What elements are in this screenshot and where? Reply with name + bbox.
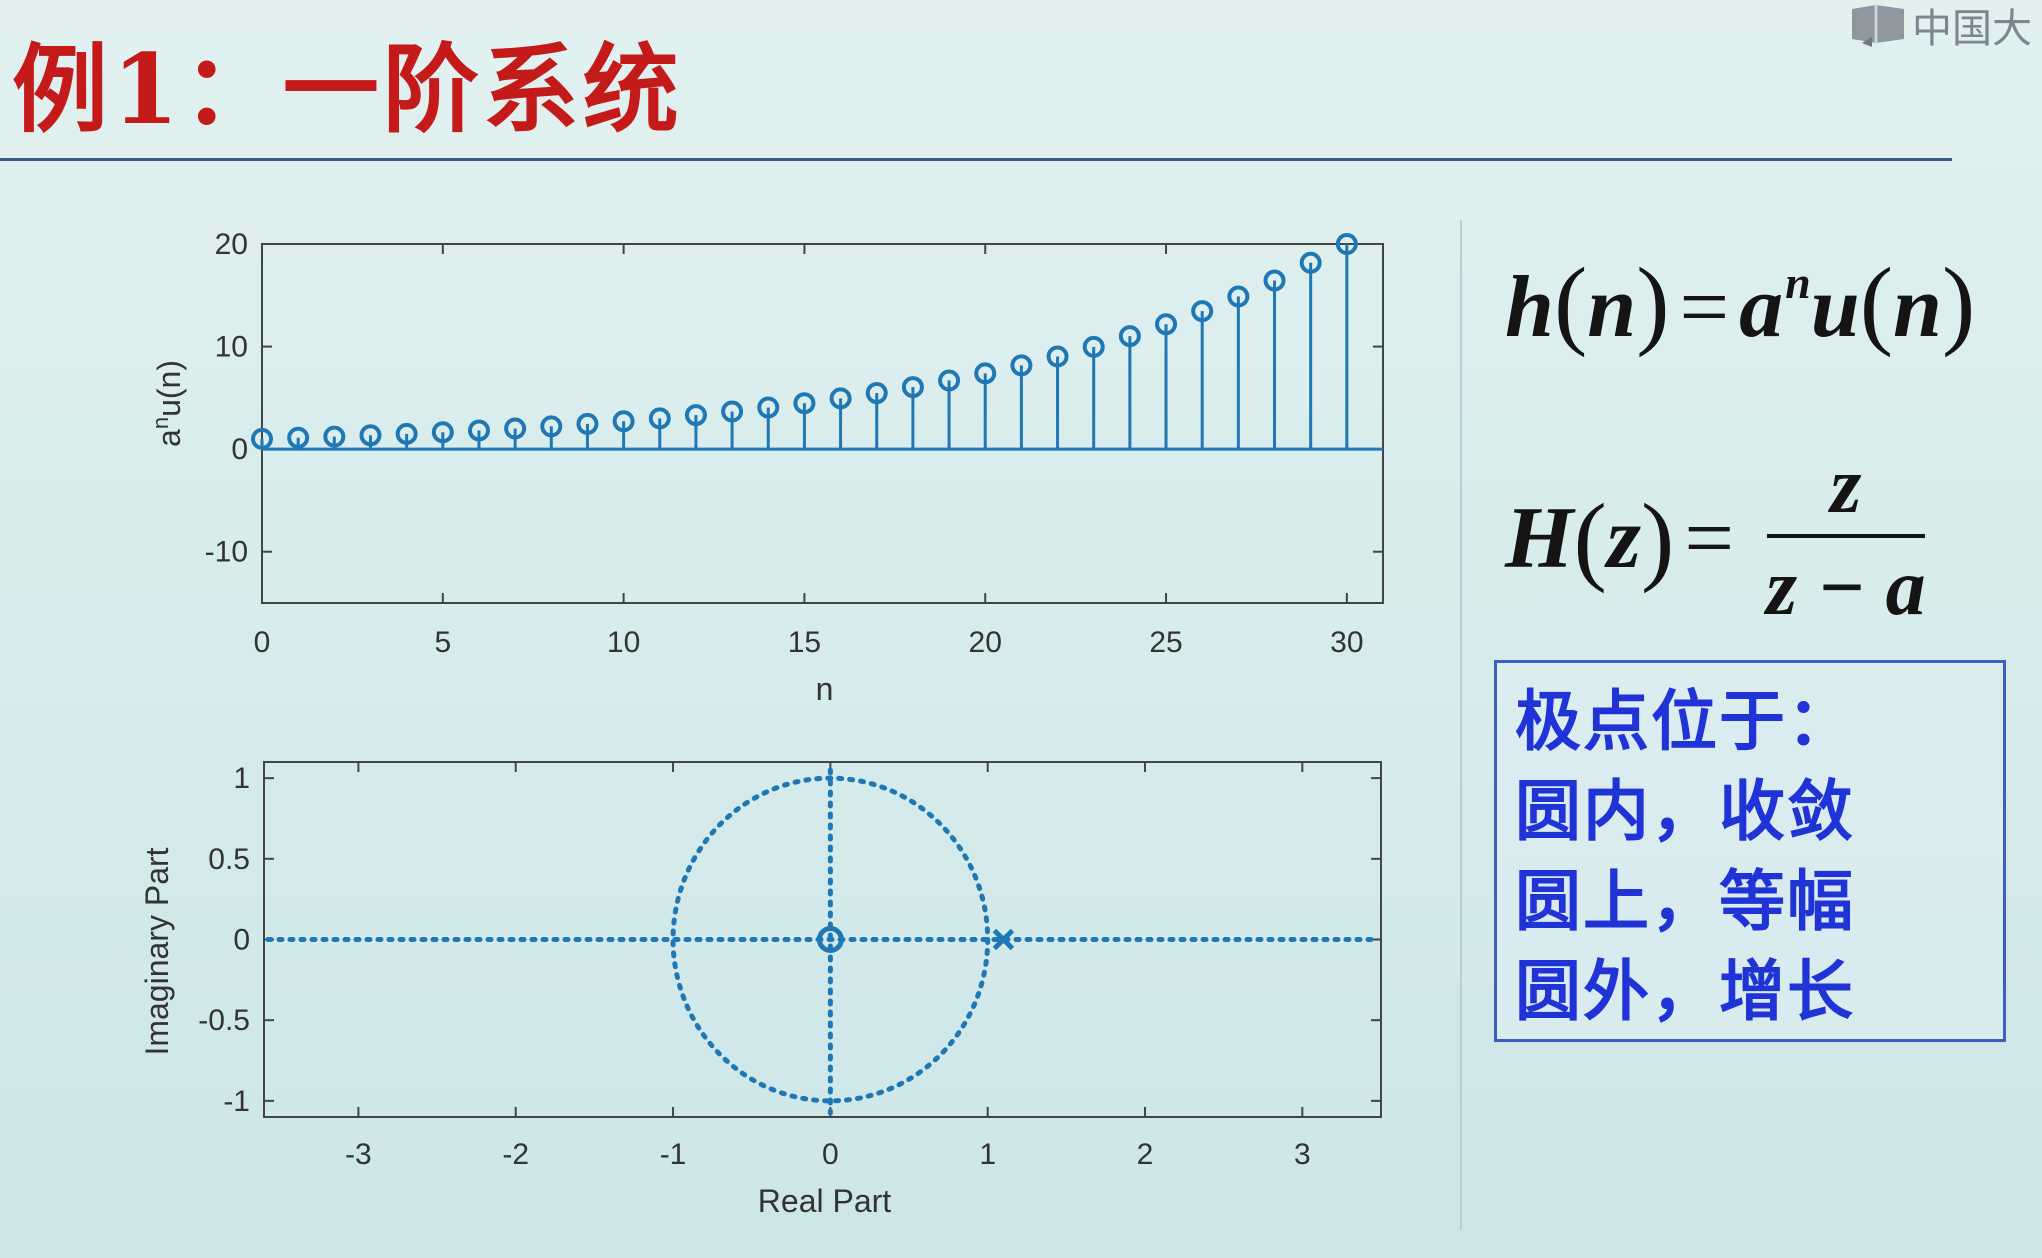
formula-h-u: u (1810, 259, 1860, 356)
pz-pole-marker (992, 928, 1015, 951)
column-divider (1460, 220, 1462, 1230)
stem-marker (1263, 269, 1286, 292)
stem-xtick-label: 15 (788, 626, 821, 659)
box-line-2: 圆内，收敛 (1515, 773, 1855, 850)
pz-ytick-label: 1 (233, 762, 250, 795)
stem-marker (431, 421, 454, 444)
stem-marker (684, 404, 707, 427)
fraction-numerator: z (1830, 442, 1862, 530)
stem-marker (865, 382, 888, 405)
box-line-4: 圆外，增长 (1515, 953, 1855, 1030)
stem-plot-frame (261, 243, 1384, 604)
stem-xtick-label: 20 (969, 626, 1002, 659)
stem-ylabel-rest: u(n) (151, 360, 187, 417)
stem-xlabel: n (816, 671, 834, 707)
pz-xtick-label: 3 (1294, 1138, 1311, 1171)
fraction: z z − a (1766, 440, 1926, 636)
stem-xtick-label: 5 (434, 626, 451, 659)
formula-h-a: a (1739, 259, 1784, 356)
stem-marker (612, 410, 635, 433)
pz-pole-stroke (992, 928, 1015, 951)
impulse-response-formula: h(n) = anu(n) (1505, 247, 1976, 358)
pz-xtick-label: -1 (660, 1138, 687, 1171)
watermark-logo: 中国大 (1848, 0, 2042, 52)
title-divider (0, 158, 1952, 161)
box-line-1: 极点位于： (1515, 683, 1855, 760)
stem-marker (1299, 251, 1322, 274)
slide-title: 例1：一阶系统 (12, 33, 683, 146)
formula-h-lhs: h (1505, 259, 1554, 356)
stem-ylabel: anu(n) (148, 360, 187, 447)
stem-marker (323, 425, 346, 448)
stem-marker (504, 417, 527, 440)
stem-ylabel-sup: n (148, 417, 173, 429)
stem-ytick-label: -10 (205, 536, 248, 569)
formula-h-arg2: n (1893, 259, 1942, 356)
fraction-denominator: z − a (1765, 544, 1926, 632)
pz-zero-marker (816, 926, 844, 953)
stem-marker (1082, 335, 1105, 358)
logo-book-icon (1852, 5, 1904, 47)
pz-unit-circle (670, 775, 991, 1104)
stem-marker (395, 422, 418, 445)
stem-marker (1227, 285, 1250, 308)
stem-ytick-label: 10 (215, 331, 248, 364)
stem-marker (974, 362, 997, 385)
formula-h-arg: n (1587, 259, 1637, 356)
stem-marker (1155, 313, 1178, 336)
stem-xtick-label: 0 (254, 626, 271, 659)
stem-ytick-label: 20 (215, 228, 248, 261)
stem-marker (1191, 300, 1214, 323)
stem-marker (648, 407, 671, 430)
stem-marker (901, 376, 924, 399)
stem-marker (829, 387, 852, 410)
stem-marker (1118, 325, 1141, 348)
transfer-function-formula: H(z) = z z − a (1505, 440, 1926, 636)
stem-marker (757, 396, 780, 419)
stem-ytick-label: 0 (231, 433, 248, 466)
pole-location-box: 极点位于： 圆内，收敛 圆上，等幅 圆外，增长 (1494, 660, 2006, 1042)
pz-xtick-label: 1 (979, 1138, 996, 1171)
pole-zero-chart: -3 -2 -1 0 1 2 3 -1 -0.5 0 0.5 1 Real Part Imaginary … (139, 761, 1382, 1219)
formula-h-exp: n (1785, 257, 1811, 308)
pz-ytick-label: -0.5 (198, 1004, 250, 1037)
pz-ytick-label: 0 (233, 924, 250, 957)
stem-marker (287, 426, 310, 449)
logo-text: 中国大 (1912, 6, 2032, 52)
stem-xtick-label: 10 (607, 626, 640, 659)
formula-H-arg: z (1606, 489, 1642, 587)
pz-ytick-label: -1 (223, 1085, 250, 1118)
stem-marker (1335, 233, 1358, 255)
stem-marker (540, 415, 563, 438)
formula-H-lhs: H (1505, 489, 1574, 587)
pz-xtick-label: -2 (502, 1138, 529, 1171)
stem-marker (721, 400, 744, 423)
stem-marker (251, 427, 273, 450)
stem-marker (938, 369, 961, 392)
pz-ylabel: Imaginary Part (139, 847, 175, 1055)
pz-ytick-label: 0.5 (208, 843, 250, 876)
stem-marker (576, 412, 599, 435)
stem-marker (1046, 345, 1069, 368)
stem-marker (1010, 354, 1033, 377)
fraction-bar (1766, 534, 1925, 538)
stem-xtick-label: 30 (1330, 626, 1363, 659)
pz-xtick-label: -3 (345, 1138, 372, 1171)
pz-xtick-label: 2 (1137, 1138, 1154, 1171)
stem-ylabel-base: a (151, 429, 187, 447)
stem-xtick-label: 25 (1149, 626, 1182, 659)
pz-xlabel: Real Part (758, 1183, 892, 1219)
pz-xtick-label: 0 (822, 1138, 839, 1171)
stem-marker (467, 419, 490, 442)
stem-marker (793, 392, 816, 415)
box-line-3: 圆上，等幅 (1515, 863, 1855, 940)
stem-marker (359, 424, 382, 447)
